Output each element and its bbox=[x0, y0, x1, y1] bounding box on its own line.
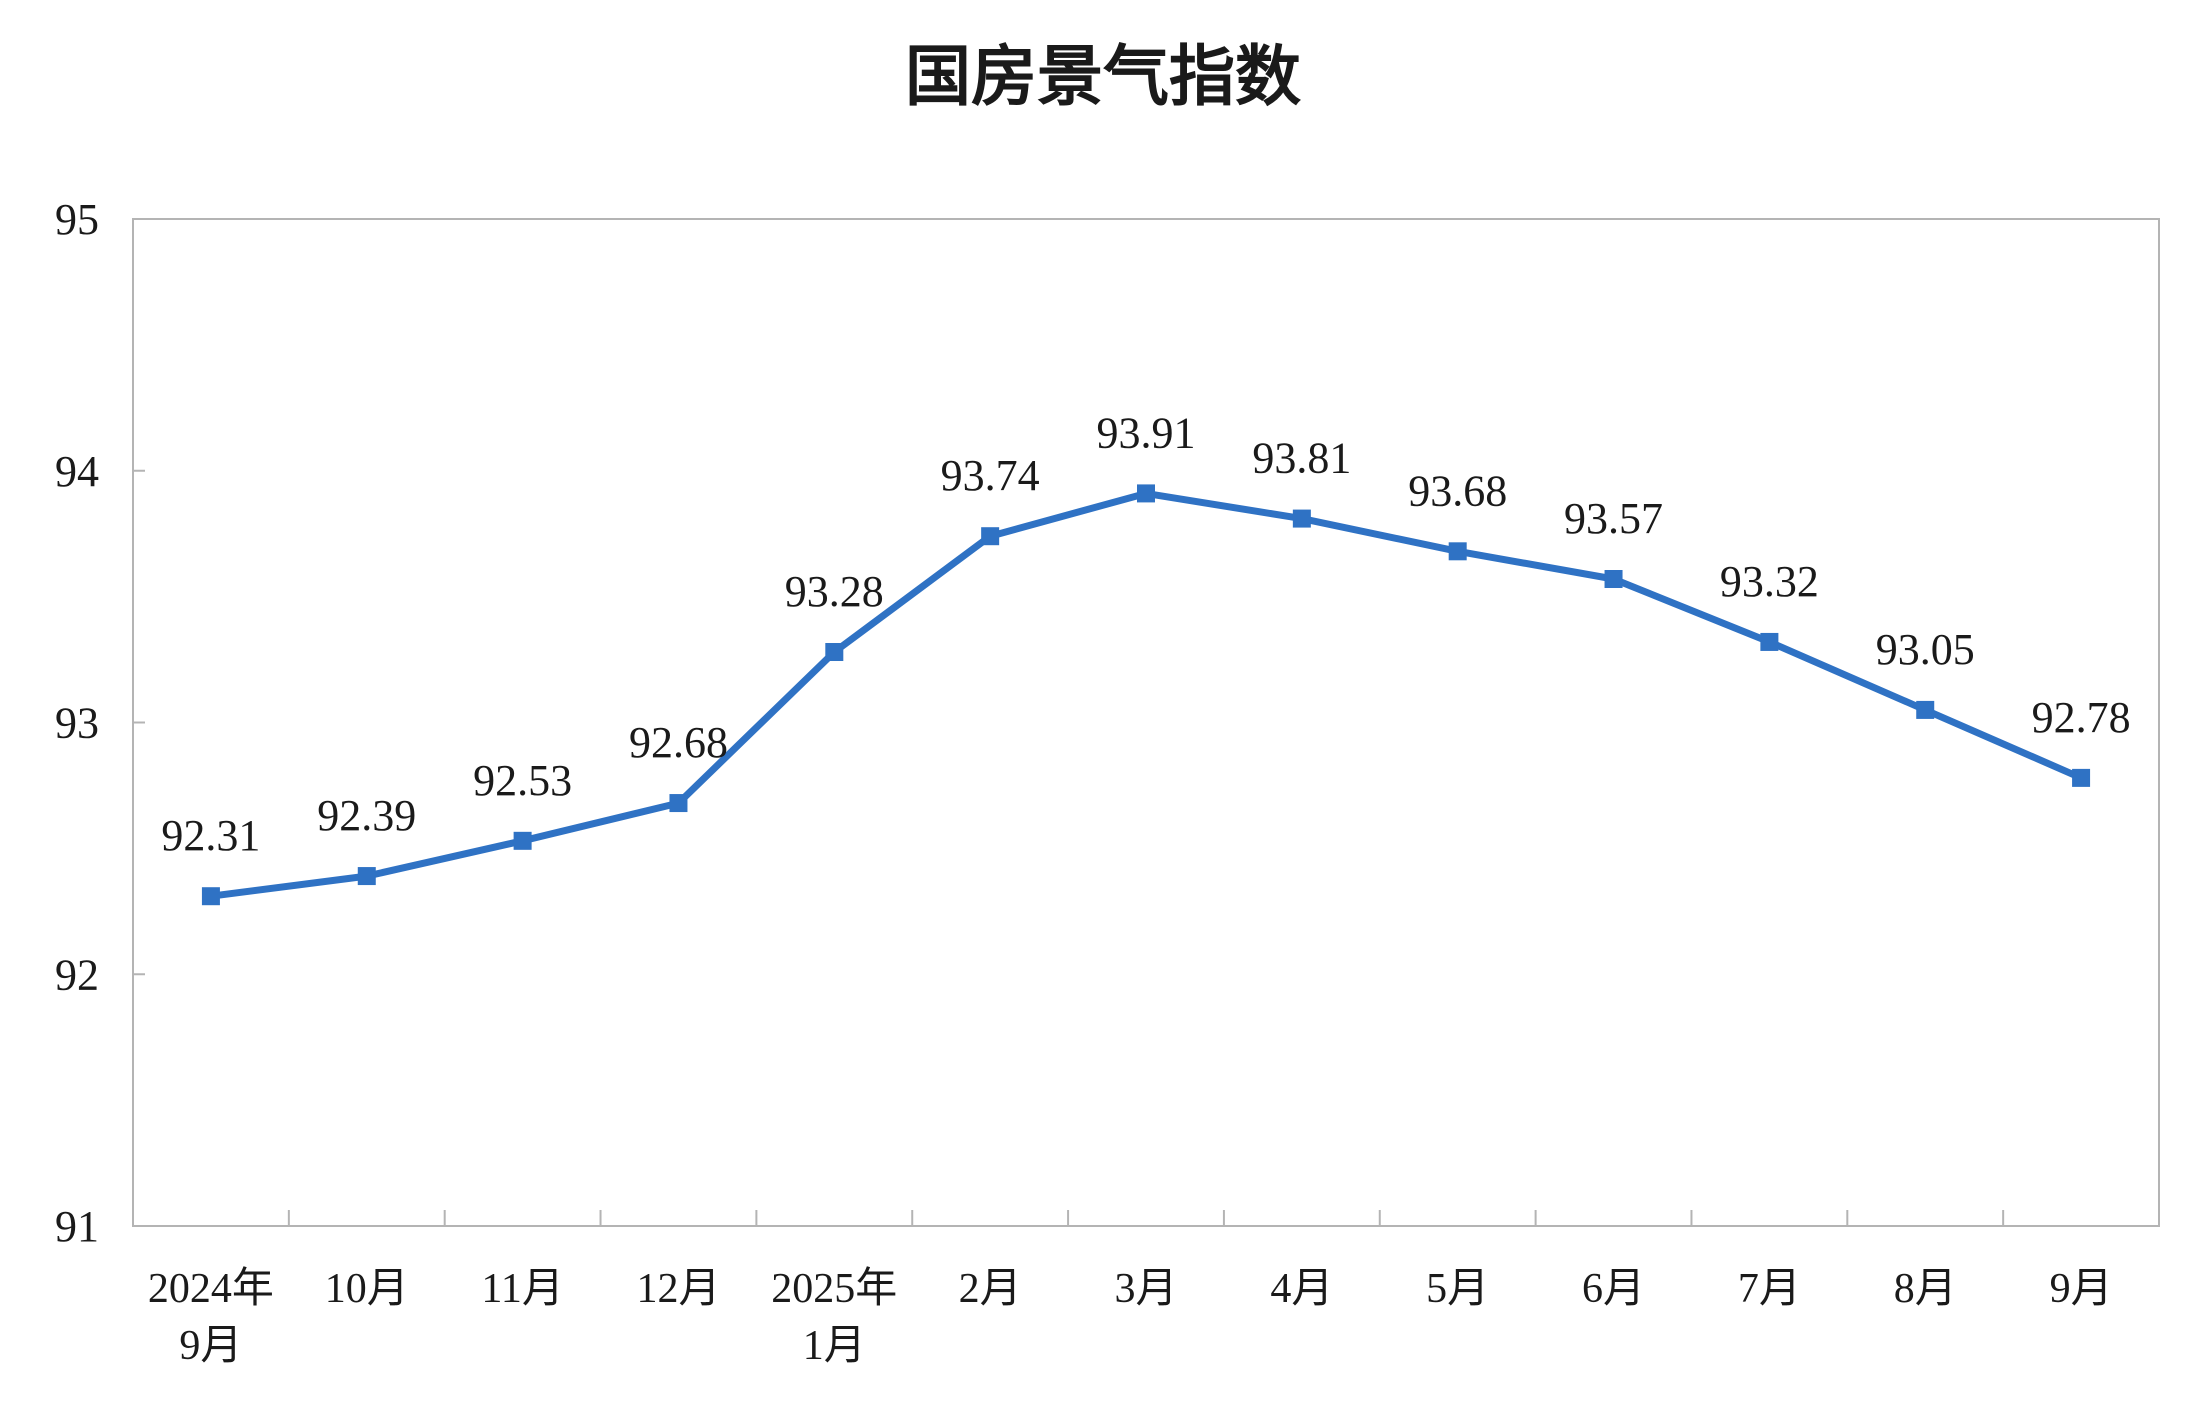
x-tick-label: 7月 bbox=[1738, 1266, 1801, 1312]
x-tick-label: 12月 bbox=[636, 1266, 720, 1312]
data-point-marker bbox=[1448, 542, 1467, 561]
data-label: 93.81 bbox=[1252, 434, 1351, 483]
x-tick-label: 2024年 bbox=[148, 1265, 274, 1312]
data-label-layer: 92.31 92.39 92.53 92.68 93.28 93.74 93.91 93.81… bbox=[161, 408, 2130, 860]
y-tick-label: 93 bbox=[55, 699, 99, 748]
data-point-marker bbox=[1916, 700, 1935, 719]
data-label: 93.05 bbox=[1876, 625, 1975, 674]
y-axis: 91 92 93 94 95 bbox=[55, 195, 145, 1251]
data-label: 93.28 bbox=[785, 567, 884, 616]
data-label: 92.78 bbox=[2032, 693, 2131, 742]
data-label: 93.74 bbox=[941, 451, 1040, 500]
data-point-marker bbox=[2072, 768, 2091, 787]
chart-title: 国房景气指数 bbox=[905, 38, 1301, 115]
series-layer bbox=[201, 484, 2091, 906]
data-label: 93.91 bbox=[1097, 408, 1196, 457]
x-tick-label: 2025年 bbox=[771, 1265, 897, 1312]
x-tick-label: 1月 bbox=[803, 1323, 866, 1369]
x-tick-label: 6月 bbox=[1582, 1266, 1645, 1312]
data-point-marker bbox=[1604, 570, 1623, 589]
x-tick-label: 4月 bbox=[1270, 1266, 1333, 1312]
data-point-marker bbox=[357, 867, 376, 886]
y-tick-label: 95 bbox=[55, 195, 99, 244]
x-tick-label: 11月 bbox=[481, 1266, 563, 1312]
x-tick-label: 3月 bbox=[1114, 1266, 1177, 1312]
x-tick-label: 10月 bbox=[325, 1266, 409, 1312]
data-point-marker bbox=[1760, 632, 1779, 651]
x-tick-label: 9月 bbox=[179, 1323, 242, 1369]
y-tick-label: 91 bbox=[55, 1202, 99, 1251]
x-tick-label: 5月 bbox=[1426, 1266, 1489, 1312]
x-tick-label: 9月 bbox=[2050, 1266, 2113, 1312]
y-tick-label: 92 bbox=[55, 950, 99, 999]
data-label: 93.32 bbox=[1720, 557, 1819, 606]
data-point-marker bbox=[669, 794, 688, 813]
x-tick-label: 8月 bbox=[1894, 1266, 1957, 1312]
data-label: 92.31 bbox=[161, 811, 260, 860]
data-point-marker bbox=[513, 831, 532, 850]
y-tick-label: 94 bbox=[55, 447, 99, 496]
data-point-marker bbox=[1292, 509, 1311, 528]
data-label: 92.39 bbox=[317, 791, 416, 840]
data-label: 93.57 bbox=[1564, 494, 1663, 543]
data-point-marker bbox=[201, 887, 220, 906]
data-label: 93.68 bbox=[1408, 466, 1507, 515]
data-label: 92.68 bbox=[629, 718, 728, 767]
data-point-marker bbox=[1137, 484, 1155, 503]
data-point-marker bbox=[825, 643, 844, 662]
x-axis: 2024年 9月 10月 11月 12月 2025年 1月 2月 3月 4月 5月 6月 7月 8月 9月 bbox=[148, 1210, 2113, 1369]
plot-area-frame bbox=[132, 218, 2160, 1227]
x-tick-label: 2月 bbox=[959, 1266, 1022, 1312]
data-label: 92.53 bbox=[473, 756, 572, 805]
data-point-marker bbox=[981, 527, 1000, 546]
